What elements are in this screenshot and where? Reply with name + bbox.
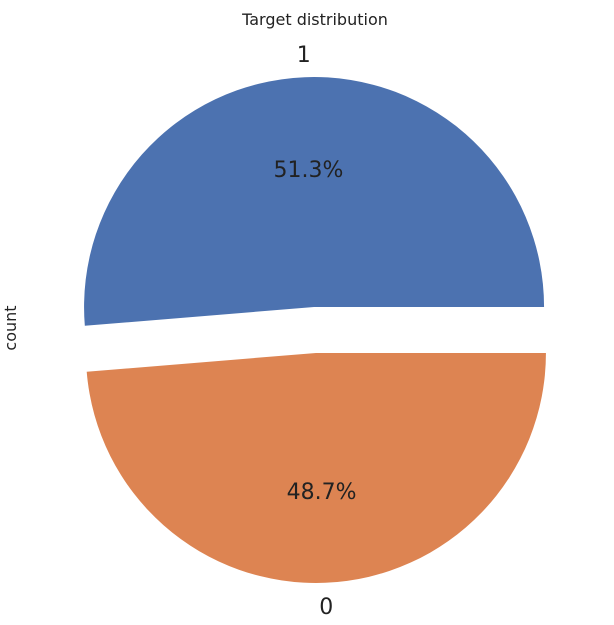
slice-percent-0: 48.7%: [287, 480, 357, 505]
chart-title: Target distribution: [241, 10, 388, 29]
slice-label-1: 1: [297, 43, 311, 68]
pie-slice-0: [86, 352, 546, 583]
slice-label-0: 0: [319, 595, 333, 620]
pie-slice-1: [84, 77, 545, 326]
y-axis-label: count: [1, 305, 20, 350]
pie-labels: 1 51.3% 0 48.7%: [273, 43, 356, 620]
slice-percent-1: 51.3%: [273, 158, 343, 183]
pie-slices: [84, 77, 546, 583]
